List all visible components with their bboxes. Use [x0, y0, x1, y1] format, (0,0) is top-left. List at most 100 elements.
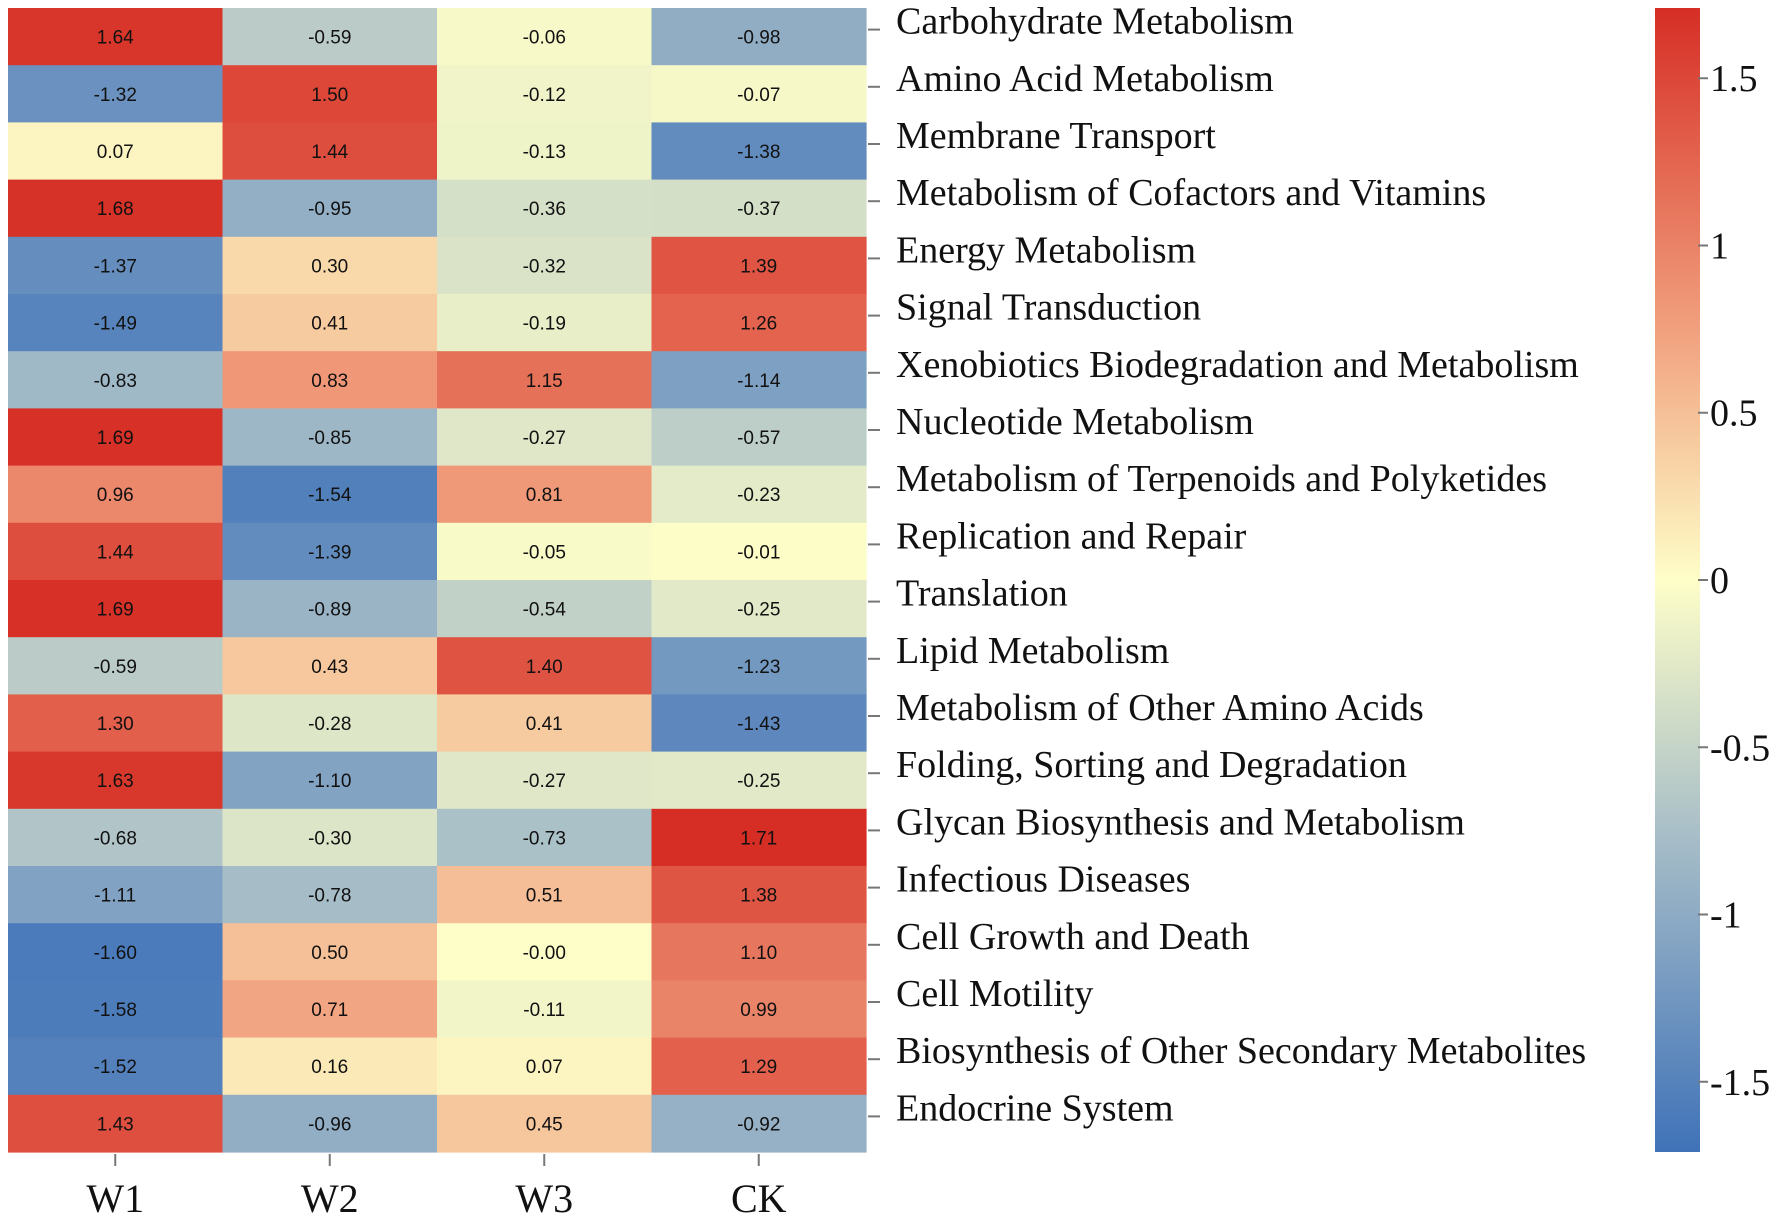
heatmap-cell [222, 408, 438, 467]
cell-value-label: 1.63 [97, 771, 134, 792]
heatmap-cell [437, 65, 653, 123]
cell-value-label: -0.95 [308, 199, 351, 220]
cell-value-label: -0.85 [308, 428, 351, 449]
heatmap-cell [8, 808, 224, 867]
heatmap-cell [8, 751, 224, 810]
heatmap-cell [222, 694, 438, 753]
cell-value-label: 1.29 [740, 1057, 777, 1078]
heatmap-cell [437, 866, 653, 924]
heatmap-cell [8, 923, 224, 981]
heatmap-cell [8, 8, 224, 66]
heatmap-cell [651, 179, 867, 238]
cell-value-label: 0.45 [526, 1114, 563, 1135]
row-label: Translation [896, 573, 1068, 615]
cell-value-label: -1.52 [94, 1057, 137, 1078]
row-label: Nucleotide Metabolism [896, 401, 1254, 443]
cell-value-label: -1.58 [94, 1000, 137, 1021]
cell-value-label: -0.32 [523, 256, 566, 277]
row-label: Biosynthesis of Other Secondary Metaboli… [896, 1030, 1586, 1072]
cell-value-label: 0.07 [526, 1057, 563, 1078]
row-label: Amino Acid Metabolism [896, 58, 1274, 100]
heatmap-cell [222, 1037, 438, 1096]
cell-value-label: 0.30 [311, 256, 348, 277]
cell-value-label: -0.06 [523, 28, 566, 49]
row-label: Carbohydrate Metabolism [896, 1, 1294, 43]
cell-value-label: 1.30 [97, 714, 134, 735]
cell-value-label: -0.19 [523, 314, 566, 335]
cell-value-label: -1.14 [737, 371, 781, 392]
colorbar-gradient [1655, 8, 1700, 1152]
cell-value-label: -0.12 [523, 85, 566, 106]
cell-value-label: -0.30 [308, 828, 351, 849]
heatmap-cell [651, 236, 867, 295]
heatmap-cell [222, 923, 438, 981]
cell-value-label: 0.07 [97, 142, 134, 163]
cell-value-label: -1.43 [737, 714, 780, 735]
heatmap-cell [222, 808, 438, 867]
cell-value-label: 0.43 [311, 657, 348, 678]
heatmap-cell [8, 179, 224, 238]
heatmap-cell [651, 65, 867, 123]
cell-value-label: -0.25 [737, 771, 780, 792]
cell-value-label: -0.68 [94, 828, 137, 849]
heatmap-cell [651, 580, 867, 638]
heatmap-cell [8, 408, 224, 467]
heatmap-cell [437, 923, 653, 981]
cell-value-label: -1.49 [94, 314, 137, 335]
cell-value-label: -1.23 [737, 657, 780, 678]
cell-value-label: -0.73 [523, 828, 566, 849]
cell-value-label: 1.10 [740, 943, 777, 964]
heatmap-cell [651, 294, 867, 352]
colorbar: 1.5 1 0.5 0 -0.5 -1 -1.5 [1655, 8, 1770, 1152]
cell-value-label: 1.64 [97, 28, 134, 49]
cell-value-label: 0.96 [97, 485, 134, 506]
cell-value-label: -0.54 [523, 600, 567, 621]
cell-value-label: -0.27 [523, 771, 566, 792]
row-label: Metabolism of Cofactors and Vitamins [896, 172, 1486, 214]
heatmap-cell [437, 1094, 653, 1153]
column-labels: W1 W2 W3 CK [86, 1154, 787, 1213]
cell-value-label: 1.44 [97, 542, 134, 563]
heatmap-cell [651, 751, 867, 810]
row-label: Cell Motility [896, 973, 1093, 1015]
heatmap-cell [437, 694, 653, 753]
heatmap-cell [437, 580, 653, 638]
cell-value-label: -0.59 [94, 657, 137, 678]
cell-value-label: -1.54 [308, 485, 352, 506]
cell-value-label: -0.01 [737, 542, 780, 563]
cell-value-label: -0.11 [523, 1000, 565, 1021]
cell-value-label: 1.39 [740, 256, 777, 277]
row-label: Replication and Repair [896, 515, 1247, 557]
cell-value-label: -0.37 [737, 199, 780, 220]
heatmap-cell [437, 294, 653, 352]
heatmap-cell [651, 465, 867, 524]
heatmap-cell [437, 236, 653, 295]
heatmap-cell [8, 122, 224, 181]
cell-value-label: -0.05 [523, 542, 566, 563]
colorbar-tick-label: -0.5 [1710, 727, 1770, 769]
heatmap-cell [437, 408, 653, 467]
heatmap-cell [222, 1094, 438, 1153]
heatmap-cell [651, 1037, 867, 1096]
heatmap-cell [8, 236, 224, 295]
cell-value-label: 0.41 [526, 714, 563, 735]
heatmap-cell [222, 522, 438, 581]
row-label: Xenobiotics Biodegradation and Metabolis… [896, 344, 1579, 386]
cell-value-label: 0.71 [311, 1000, 348, 1021]
cell-value-label: -1.39 [308, 542, 351, 563]
heatmap-cell [651, 1094, 867, 1153]
heatmap-cell [222, 122, 438, 181]
heatmap-cell [651, 522, 867, 581]
colorbar-tick-label: 1.5 [1710, 58, 1758, 100]
cell-value-label: -0.83 [94, 371, 137, 392]
cell-value-label: 1.44 [311, 142, 348, 163]
colorbar-tick-label: -1.5 [1710, 1062, 1770, 1104]
cell-value-label: -1.32 [94, 85, 137, 106]
heatmap-cell [8, 522, 224, 581]
heatmap-cell [8, 694, 224, 753]
heatmap-cell [222, 637, 438, 695]
cell-value-label: -0.36 [523, 199, 566, 220]
cell-value-label: -1.38 [737, 142, 780, 163]
row-label: Membrane Transport [896, 115, 1216, 157]
